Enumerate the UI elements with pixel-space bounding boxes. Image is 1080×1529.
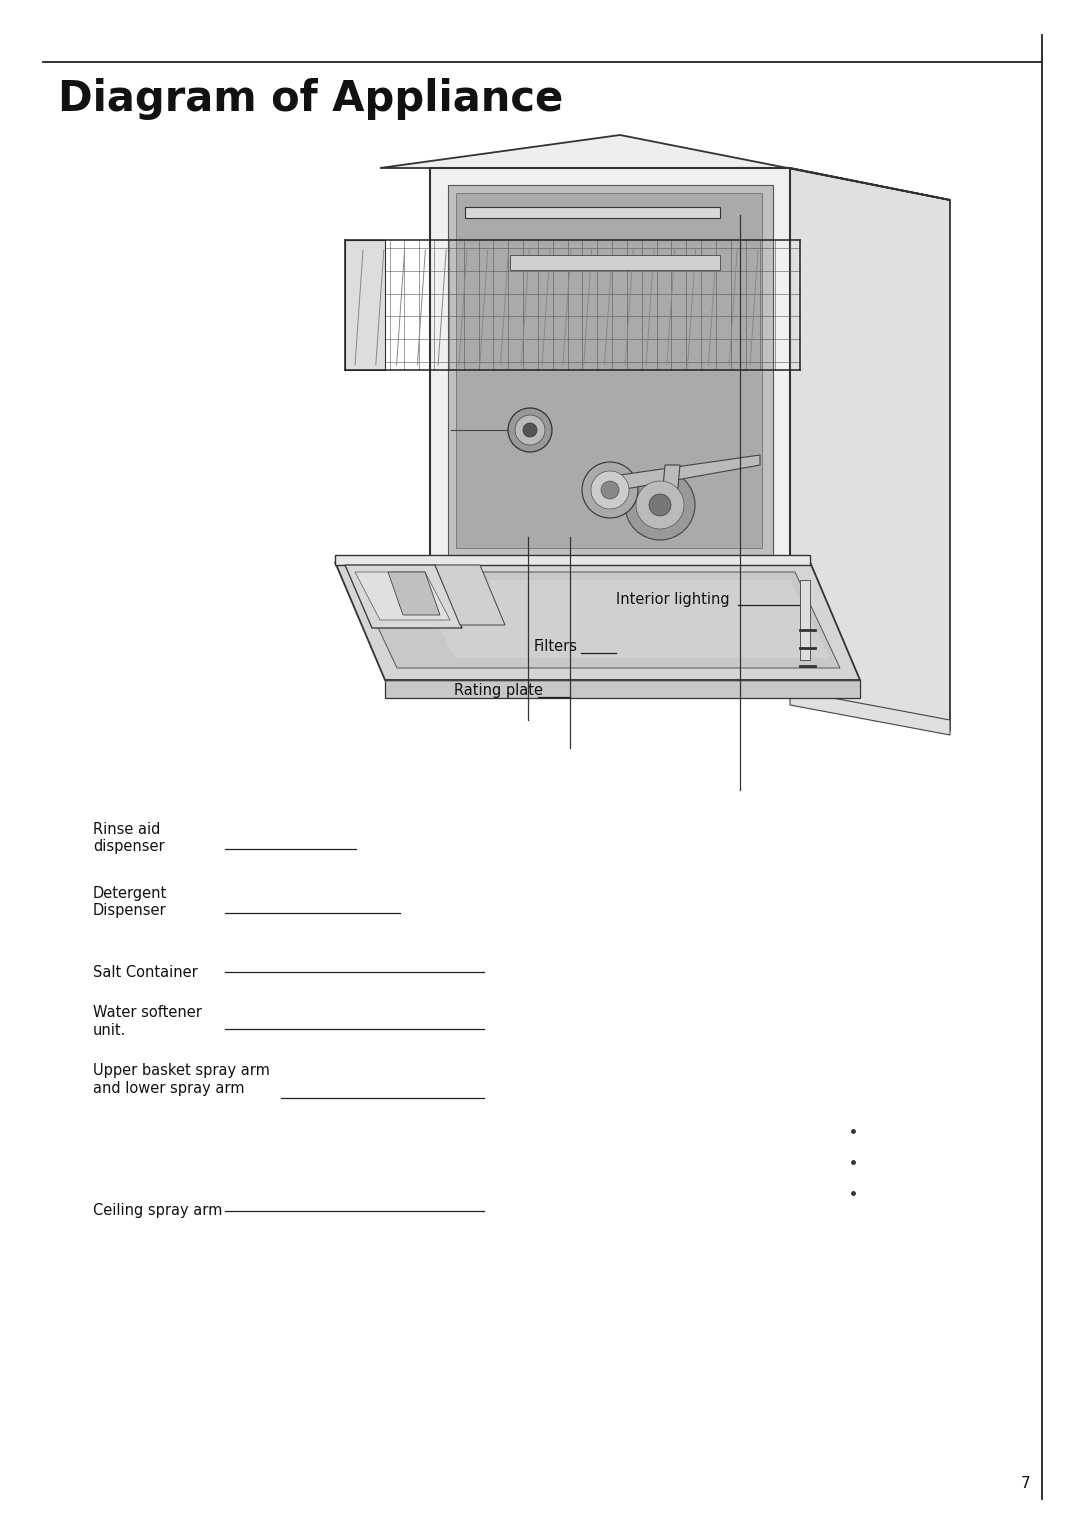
Polygon shape <box>355 572 450 619</box>
Polygon shape <box>335 563 860 680</box>
Circle shape <box>600 482 619 498</box>
Text: Interior lighting: Interior lighting <box>616 592 729 607</box>
Text: Water softener
unit.: Water softener unit. <box>93 1005 202 1038</box>
Text: Diagram of Appliance: Diagram of Appliance <box>58 78 564 119</box>
Polygon shape <box>345 240 384 370</box>
Polygon shape <box>430 168 789 690</box>
Polygon shape <box>456 193 762 547</box>
Polygon shape <box>435 566 505 625</box>
Polygon shape <box>448 185 773 560</box>
Polygon shape <box>345 566 462 628</box>
Text: 7: 7 <box>1021 1475 1030 1491</box>
Polygon shape <box>352 572 840 668</box>
Polygon shape <box>388 572 440 615</box>
Circle shape <box>636 482 684 529</box>
Polygon shape <box>660 465 680 520</box>
Text: Detergent
Dispenser: Detergent Dispenser <box>93 885 167 919</box>
Circle shape <box>649 494 671 515</box>
Text: Rating plate: Rating plate <box>454 683 542 699</box>
Polygon shape <box>510 255 720 271</box>
Polygon shape <box>620 456 760 489</box>
Polygon shape <box>335 555 810 566</box>
Polygon shape <box>465 206 720 219</box>
Circle shape <box>523 424 537 437</box>
Circle shape <box>508 408 552 453</box>
Polygon shape <box>415 579 831 657</box>
Text: Ceiling spray arm: Ceiling spray arm <box>93 1203 222 1219</box>
Text: Filters: Filters <box>534 639 578 654</box>
Polygon shape <box>380 135 950 200</box>
Circle shape <box>582 462 638 518</box>
Polygon shape <box>800 579 810 661</box>
Circle shape <box>591 471 629 509</box>
Circle shape <box>515 414 545 445</box>
Polygon shape <box>384 680 860 699</box>
Text: Rinse aid
dispenser: Rinse aid dispenser <box>93 821 164 855</box>
Polygon shape <box>789 168 950 729</box>
Text: Salt Container: Salt Container <box>93 965 198 980</box>
Text: Upper basket spray arm
and lower spray arm: Upper basket spray arm and lower spray a… <box>93 1063 270 1096</box>
Circle shape <box>625 469 696 540</box>
Polygon shape <box>789 690 950 735</box>
